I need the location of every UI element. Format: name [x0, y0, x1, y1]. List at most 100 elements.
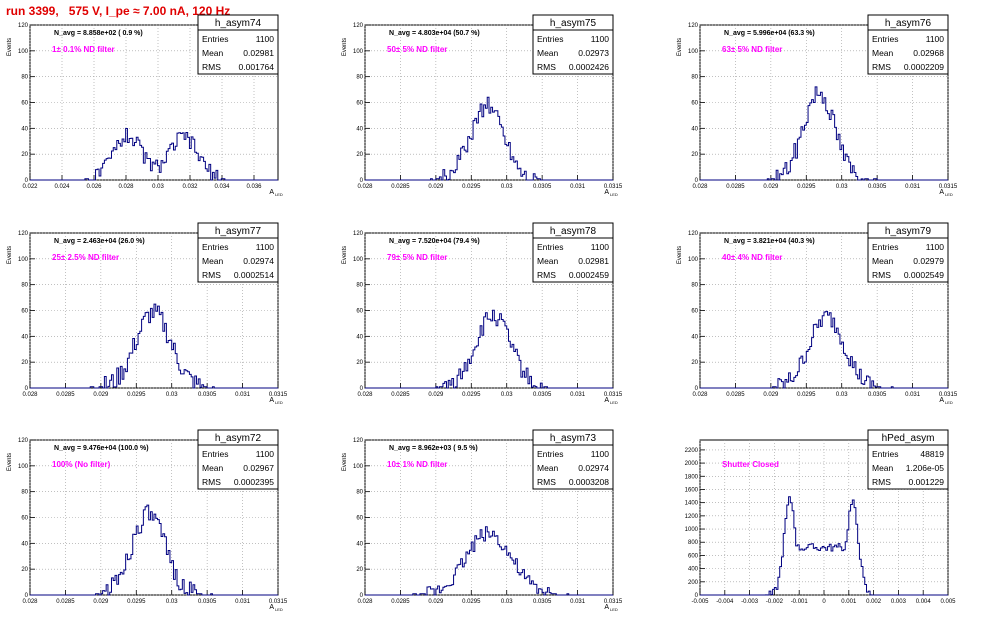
- x-tick-label: 0.0315: [604, 599, 623, 605]
- x-tick-label: 0.03: [166, 599, 178, 605]
- y-axis-label: Events: [677, 38, 683, 56]
- navg-label: N_avg = 2.463e+04 (26.0 %): [54, 238, 145, 245]
- stats-key: Mean: [872, 256, 894, 266]
- y-tick-label: 60: [356, 516, 363, 522]
- x-tick-label: 0.0305: [868, 392, 887, 398]
- x-tick-label: 0.029: [428, 599, 444, 605]
- x-axis-label-sub: LED: [275, 400, 283, 405]
- histogram-hPed_asym: -0.005 -0.004 -0.003 -0.002 -0.001 0 0.001 0.00…: [685, 429, 956, 605]
- x-tick-label: 0.029: [763, 392, 779, 398]
- y-tick-label: 100: [18, 49, 29, 55]
- stats-value: 0.02974: [578, 463, 609, 473]
- stats-value: 0.0002549: [904, 270, 944, 280]
- histogram-h_asym76: 0.028 0.0285 0.029 0.0295 0.03 0.0305 0.031 0.0…: [677, 14, 958, 197]
- y-tick-label: 60: [21, 101, 28, 107]
- x-tick-label: 0.0295: [127, 392, 146, 398]
- histogram-h_asym78: 0.028 0.0285 0.029 0.0295 0.03 0.0305 0.031 0.0…: [342, 222, 623, 405]
- y-axis-label: Events: [342, 38, 348, 56]
- filter-label: 25± 2.5% ND filter: [52, 253, 119, 262]
- y-tick-label: 120: [18, 231, 29, 237]
- histogram-name: h_asym72: [215, 433, 262, 444]
- x-tick-label: 0.031: [905, 184, 921, 190]
- y-tick-label: 120: [353, 438, 364, 444]
- x-axis-label-sub: LED: [945, 192, 953, 197]
- histogram-name: h_asym75: [550, 18, 597, 29]
- stats-value: 48819: [920, 449, 944, 459]
- navg-label: N_avg = 5.996e+04 (63.3 %): [724, 30, 815, 37]
- histogram-series: [700, 86, 948, 181]
- stats-key: RMS: [537, 62, 556, 72]
- y-tick-label: 80: [21, 490, 28, 496]
- histogram-series: [30, 127, 278, 181]
- stats-value: 1100: [926, 34, 945, 44]
- stats-value: 1100: [256, 34, 275, 44]
- x-tick-label: 0.003: [891, 599, 907, 605]
- x-tick-label: 0.004: [916, 599, 932, 605]
- x-axis-label-sub: LED: [610, 400, 618, 405]
- stats-value: 0.02967: [243, 463, 274, 473]
- x-tick-label: 0.03: [152, 184, 164, 190]
- x-tick-label: 0.03: [501, 184, 513, 190]
- stats-value: 0.0002426: [569, 62, 609, 72]
- stats-key: Entries: [202, 34, 228, 44]
- y-tick-label: 40: [691, 334, 698, 340]
- y-tick-label: 80: [356, 283, 363, 289]
- x-tick-label: 0.026: [86, 184, 102, 190]
- x-tick-label: 0.0295: [797, 184, 816, 190]
- x-tick-label: 0.0315: [604, 184, 623, 190]
- y-tick-label: 40: [21, 334, 28, 340]
- histogram-series: [700, 496, 948, 596]
- navg-label: N_avg = 8.858e+02 ( 0.9 %): [54, 30, 143, 37]
- x-tick-label: 0.028: [22, 392, 38, 398]
- x-tick-label: -0.005: [691, 599, 709, 605]
- stats-value: 0.0003208: [569, 477, 609, 487]
- stats-value: 0.001229: [909, 477, 945, 487]
- x-tick-label: 0.03: [166, 392, 178, 398]
- histogram-series: [365, 96, 613, 181]
- y-tick-label: 0: [695, 386, 699, 392]
- y-tick-label: 20: [356, 567, 363, 573]
- y-tick-label: 100: [353, 464, 364, 470]
- stats-value: 1100: [591, 449, 610, 459]
- y-tick-label: 0: [695, 593, 699, 599]
- x-tick-label: 0.0295: [462, 184, 481, 190]
- x-tick-label: 0.0285: [391, 392, 410, 398]
- x-tick-label: -0.002: [766, 599, 784, 605]
- x-tick-label: 0.031: [905, 392, 921, 398]
- x-tick-label: 0.0285: [56, 392, 75, 398]
- stats-key: Mean: [202, 463, 224, 473]
- x-tick-label: 0.0305: [198, 599, 217, 605]
- x-tick-label: 0.0285: [726, 184, 745, 190]
- x-tick-label: 0.034: [214, 184, 230, 190]
- x-tick-label: 0.0315: [269, 392, 288, 398]
- y-tick-label: 2000: [685, 461, 699, 467]
- stats-key: Mean: [202, 256, 224, 266]
- y-tick-label: 1200: [685, 514, 699, 520]
- x-tick-label: 0.001: [841, 599, 857, 605]
- y-tick-label: 20: [356, 360, 363, 366]
- stats-value: 0.0002514: [234, 270, 274, 280]
- x-tick-label: -0.001: [791, 599, 809, 605]
- x-tick-label: 0.032: [182, 184, 198, 190]
- stats-value: 0.02981: [578, 256, 609, 266]
- y-tick-label: 0: [360, 593, 364, 599]
- stats-key: RMS: [872, 62, 891, 72]
- y-tick-label: 0: [360, 178, 364, 184]
- stats-key: Mean: [537, 463, 559, 473]
- filter-label: Shutter Closed: [722, 460, 779, 469]
- histogram-series: [30, 504, 278, 596]
- stats-value: 0.0002459: [569, 270, 609, 280]
- x-tick-label: 0.028: [357, 599, 373, 605]
- histogram-h_asym75: 0.028 0.0285 0.029 0.0295 0.03 0.0305 0.031 0.0…: [342, 14, 623, 197]
- histogram-name: h_asym73: [550, 433, 597, 444]
- y-tick-label: 2200: [685, 448, 699, 454]
- x-tick-label: 0.029: [428, 392, 444, 398]
- y-tick-label: 80: [691, 283, 698, 289]
- navg-label: N_avg = 9.476e+04 (100.0 %): [54, 445, 149, 452]
- y-tick-label: 20: [21, 360, 28, 366]
- x-tick-label: 0.005: [940, 599, 956, 605]
- stats-value: 1100: [591, 34, 610, 44]
- y-tick-label: 1000: [685, 527, 699, 533]
- x-tick-label: 0: [822, 599, 826, 605]
